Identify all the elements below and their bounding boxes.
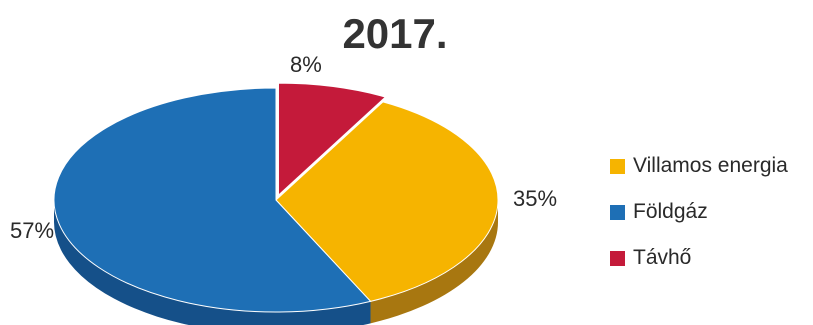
legend-label-villamos: Villamos energia [633, 154, 788, 177]
slice-tavho [277, 82, 387, 197]
legend-swatch-tavho [610, 250, 625, 266]
chart-title: 2017. [342, 10, 448, 57]
data-label-villamos: 35% [513, 186, 558, 211]
legend-swatch-foldgaz [610, 204, 625, 220]
legend-item-villamos: Villamos energia [610, 154, 788, 177]
legend-item-foldgaz: Földgáz [610, 200, 788, 223]
legend-label-foldgaz: Földgáz [633, 200, 708, 223]
data-label-foldgaz: 57% [10, 218, 55, 243]
slice-side-foldgaz [54, 200, 371, 325]
data-label-tavho: 8% [290, 52, 322, 77]
slice-foldgaz [53, 87, 372, 313]
slice-villamos-energia [275, 101, 499, 302]
legend-label-tavho: Távhő [633, 246, 692, 269]
legend-item-tavho: Távhő [610, 246, 788, 269]
legend-swatch-villamos [610, 158, 625, 174]
legend: Villamos energia Földgáz Távhő [610, 154, 788, 293]
